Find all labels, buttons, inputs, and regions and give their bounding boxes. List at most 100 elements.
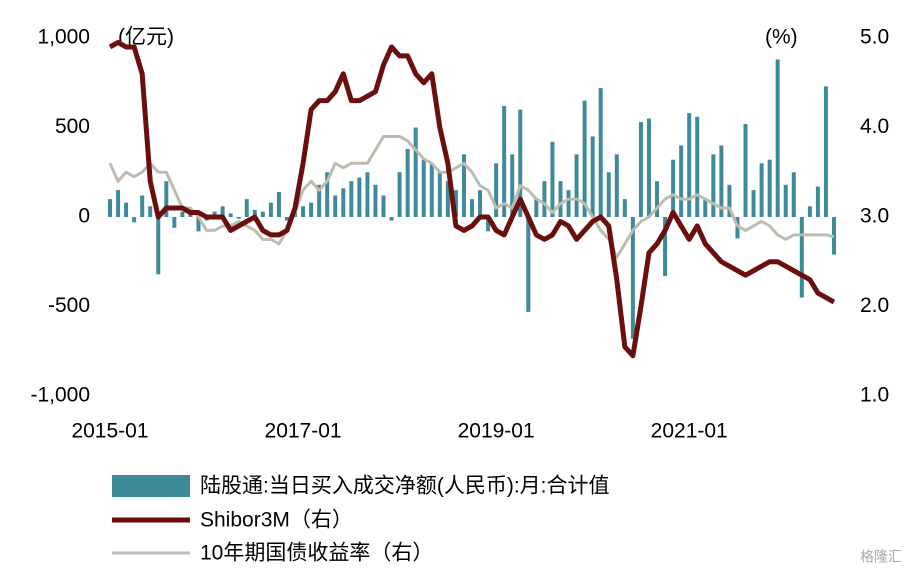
bar [284, 217, 289, 221]
bar [461, 154, 466, 217]
y-tick-label: 0 [78, 205, 90, 228]
x-tick-label: 2015-01 [71, 420, 148, 443]
bar [590, 136, 595, 217]
bar [397, 172, 402, 217]
bar [542, 181, 547, 217]
bar [655, 181, 660, 217]
bar [510, 154, 515, 217]
line [108, 39, 836, 359]
y2-tick-label: 3.0 [860, 205, 889, 228]
y-tick-label: 500 [55, 115, 90, 138]
bar [373, 184, 378, 217]
bar [687, 113, 692, 217]
legend-label: 陆股通:当日买入成交净额(人民币):月:合计值 [200, 475, 610, 498]
bar [598, 88, 603, 218]
bar [132, 217, 137, 223]
bar [679, 145, 684, 217]
bar [228, 213, 233, 217]
bar [534, 199, 539, 217]
bar [558, 181, 563, 217]
bar [148, 206, 153, 217]
bar [268, 202, 273, 217]
bar [719, 145, 724, 217]
y2-tick-label: 2.0 [860, 294, 889, 317]
bar [381, 195, 386, 217]
legend-swatch [112, 475, 190, 497]
bar [357, 177, 362, 217]
bar [478, 190, 483, 217]
bar [116, 190, 121, 217]
bar [172, 217, 177, 228]
bar [791, 172, 796, 217]
bar [470, 199, 474, 217]
y2-tick-label: 5.0 [860, 26, 889, 49]
bar [751, 190, 756, 217]
bar [252, 209, 257, 217]
bar [220, 206, 225, 217]
bar [815, 186, 820, 217]
bar [365, 172, 370, 217]
bar [518, 109, 523, 217]
bar [276, 191, 281, 217]
y-tick-label: 1,000 [37, 26, 90, 49]
bar [823, 86, 828, 217]
bar [671, 159, 676, 217]
bar [486, 217, 491, 232]
bar [727, 184, 732, 217]
bar [333, 195, 338, 217]
bar [526, 217, 531, 312]
line [108, 134, 835, 259]
bar [196, 217, 201, 232]
bar [453, 190, 458, 217]
bar [695, 116, 700, 217]
bar [494, 163, 499, 217]
bar [405, 148, 410, 217]
bar [759, 163, 764, 217]
right-axis-label: (%) [765, 26, 798, 49]
bar [341, 188, 346, 217]
bar [389, 217, 394, 221]
y-tick-label: -1,000 [30, 384, 90, 407]
bar [703, 199, 708, 217]
bar [325, 172, 330, 217]
y2-tick-label: 4.0 [860, 115, 889, 138]
bar [180, 211, 185, 217]
bar [260, 211, 265, 217]
bar [606, 172, 611, 217]
bar [582, 100, 587, 217]
bar [445, 181, 450, 217]
bar [775, 59, 780, 218]
x-tick-label: 2021-01 [651, 420, 728, 443]
bar [646, 118, 651, 217]
bar [421, 159, 426, 217]
bar [574, 154, 579, 217]
bar [212, 211, 217, 217]
bar [638, 122, 643, 217]
bar [164, 181, 169, 217]
bar [735, 217, 740, 239]
left-axis-label: (亿元) [118, 26, 174, 49]
legend-label: 10年期国债收益率（右） [200, 542, 433, 565]
bar [550, 141, 555, 217]
bar [309, 202, 314, 217]
watermark: 格隆汇 [860, 549, 902, 565]
bar [236, 217, 241, 219]
bar [349, 181, 354, 217]
bar [783, 184, 788, 217]
y2-tick-label: 1.0 [860, 384, 889, 407]
bar [108, 199, 112, 217]
bar [767, 159, 772, 217]
bar [317, 184, 322, 217]
legend-label: Shibor3M（右） [200, 509, 353, 532]
bar [429, 163, 434, 217]
bar [244, 199, 249, 217]
bar [156, 217, 161, 275]
bar [711, 154, 716, 217]
bar [663, 217, 668, 277]
bar [502, 106, 507, 217]
bar [743, 123, 748, 217]
bar [413, 127, 418, 217]
y-tick-label: -500 [48, 294, 90, 317]
x-tick-label: 2019-01 [458, 420, 535, 443]
